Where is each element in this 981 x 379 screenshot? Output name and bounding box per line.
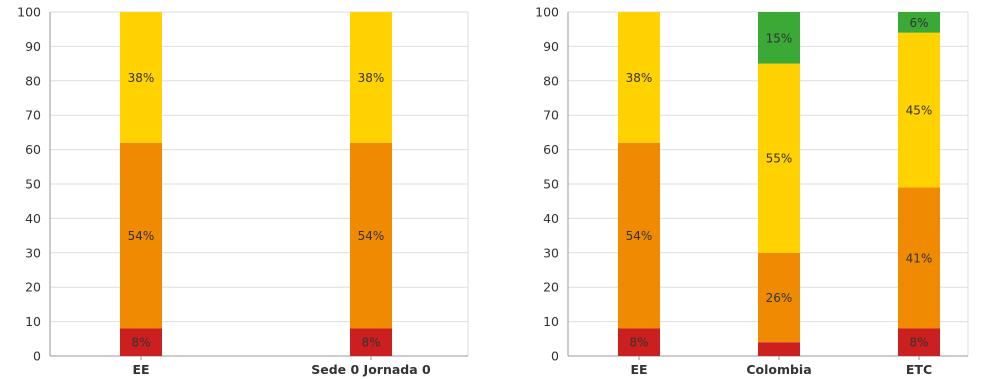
data-label: 54% bbox=[626, 229, 653, 243]
data-label: 38% bbox=[128, 71, 155, 85]
data-label: 54% bbox=[128, 229, 155, 243]
bar-segment-red bbox=[618, 328, 660, 356]
bar-segment-red bbox=[758, 342, 800, 356]
data-label: 15% bbox=[766, 31, 793, 45]
y-tick-label: 50 bbox=[25, 177, 41, 192]
y-tick-label: 90 bbox=[543, 39, 559, 54]
data-label: 8% bbox=[629, 336, 648, 350]
data-label: 8% bbox=[909, 336, 928, 350]
data-label: 41% bbox=[906, 251, 933, 265]
y-tick-label: 30 bbox=[25, 245, 41, 260]
bar-segment-red bbox=[898, 328, 940, 356]
bar-segment-yellow bbox=[898, 32, 940, 188]
x-tick-label: ETC bbox=[906, 362, 932, 377]
data-label: 8% bbox=[131, 336, 150, 350]
bar-segment-red bbox=[120, 328, 162, 356]
bar-segment-orange bbox=[350, 142, 392, 329]
bar-segment-yellow bbox=[350, 12, 392, 143]
y-tick-label: 50 bbox=[543, 177, 559, 192]
y-tick-label: 40 bbox=[543, 211, 559, 226]
bar-segment-yellow bbox=[758, 63, 800, 253]
y-tick-label: 0 bbox=[33, 349, 41, 364]
y-tick-label: 10 bbox=[25, 314, 41, 329]
bar-segment-green bbox=[898, 12, 940, 33]
x-tick-label: Sede 0 Jornada 0 bbox=[311, 362, 431, 377]
x-tick-label: EE bbox=[132, 362, 149, 377]
data-label: 54% bbox=[358, 229, 385, 243]
data-label: 55% bbox=[766, 152, 793, 166]
bar-segment-orange bbox=[758, 252, 800, 343]
data-label: 38% bbox=[626, 71, 653, 85]
bar-segment-green bbox=[758, 12, 800, 64]
bar-segment-red bbox=[350, 328, 392, 356]
y-tick-label: 100 bbox=[535, 5, 559, 20]
bar-segment-yellow bbox=[120, 12, 162, 143]
data-label: 8% bbox=[361, 336, 380, 350]
chart-1: 0 10 20 30 40 50 60 70 80 90 100 8% 54% 38% EE 8% 54% 38%… bbox=[17, 5, 469, 377]
data-label: 38% bbox=[358, 71, 385, 85]
data-label: 6% bbox=[909, 16, 928, 30]
y-tick-label: 0 bbox=[551, 349, 559, 364]
x-tick-label: EE bbox=[630, 362, 647, 377]
data-label: 26% bbox=[766, 291, 793, 305]
y-tick-label: 80 bbox=[543, 73, 559, 88]
y-tick-label: 60 bbox=[543, 142, 559, 157]
y-tick-label: 90 bbox=[25, 39, 41, 54]
bar-segment-orange bbox=[618, 142, 660, 329]
y-tick-label: 20 bbox=[543, 280, 559, 295]
y-tick-label: 100 bbox=[17, 5, 41, 20]
bar-segment-orange bbox=[898, 187, 940, 329]
y-tick-label: 30 bbox=[543, 245, 559, 260]
y-tick-label: 40 bbox=[25, 211, 41, 226]
bar-segment-yellow bbox=[618, 12, 660, 143]
y-tick-label: 80 bbox=[25, 73, 41, 88]
y-tick-label: 10 bbox=[543, 314, 559, 329]
x-tick-label: Colombia bbox=[746, 362, 811, 377]
y-tick-label: 20 bbox=[25, 280, 41, 295]
bar-segment-orange bbox=[120, 142, 162, 329]
data-label: 45% bbox=[906, 104, 933, 118]
y-tick-label: 70 bbox=[25, 108, 41, 123]
y-tick-label: 70 bbox=[543, 108, 559, 123]
chart-2: 0 10 20 30 40 50 60 70 80 90 100 8% 54% 38% EE 26% 55% 15… bbox=[535, 5, 969, 377]
y-tick-label: 60 bbox=[25, 142, 41, 157]
